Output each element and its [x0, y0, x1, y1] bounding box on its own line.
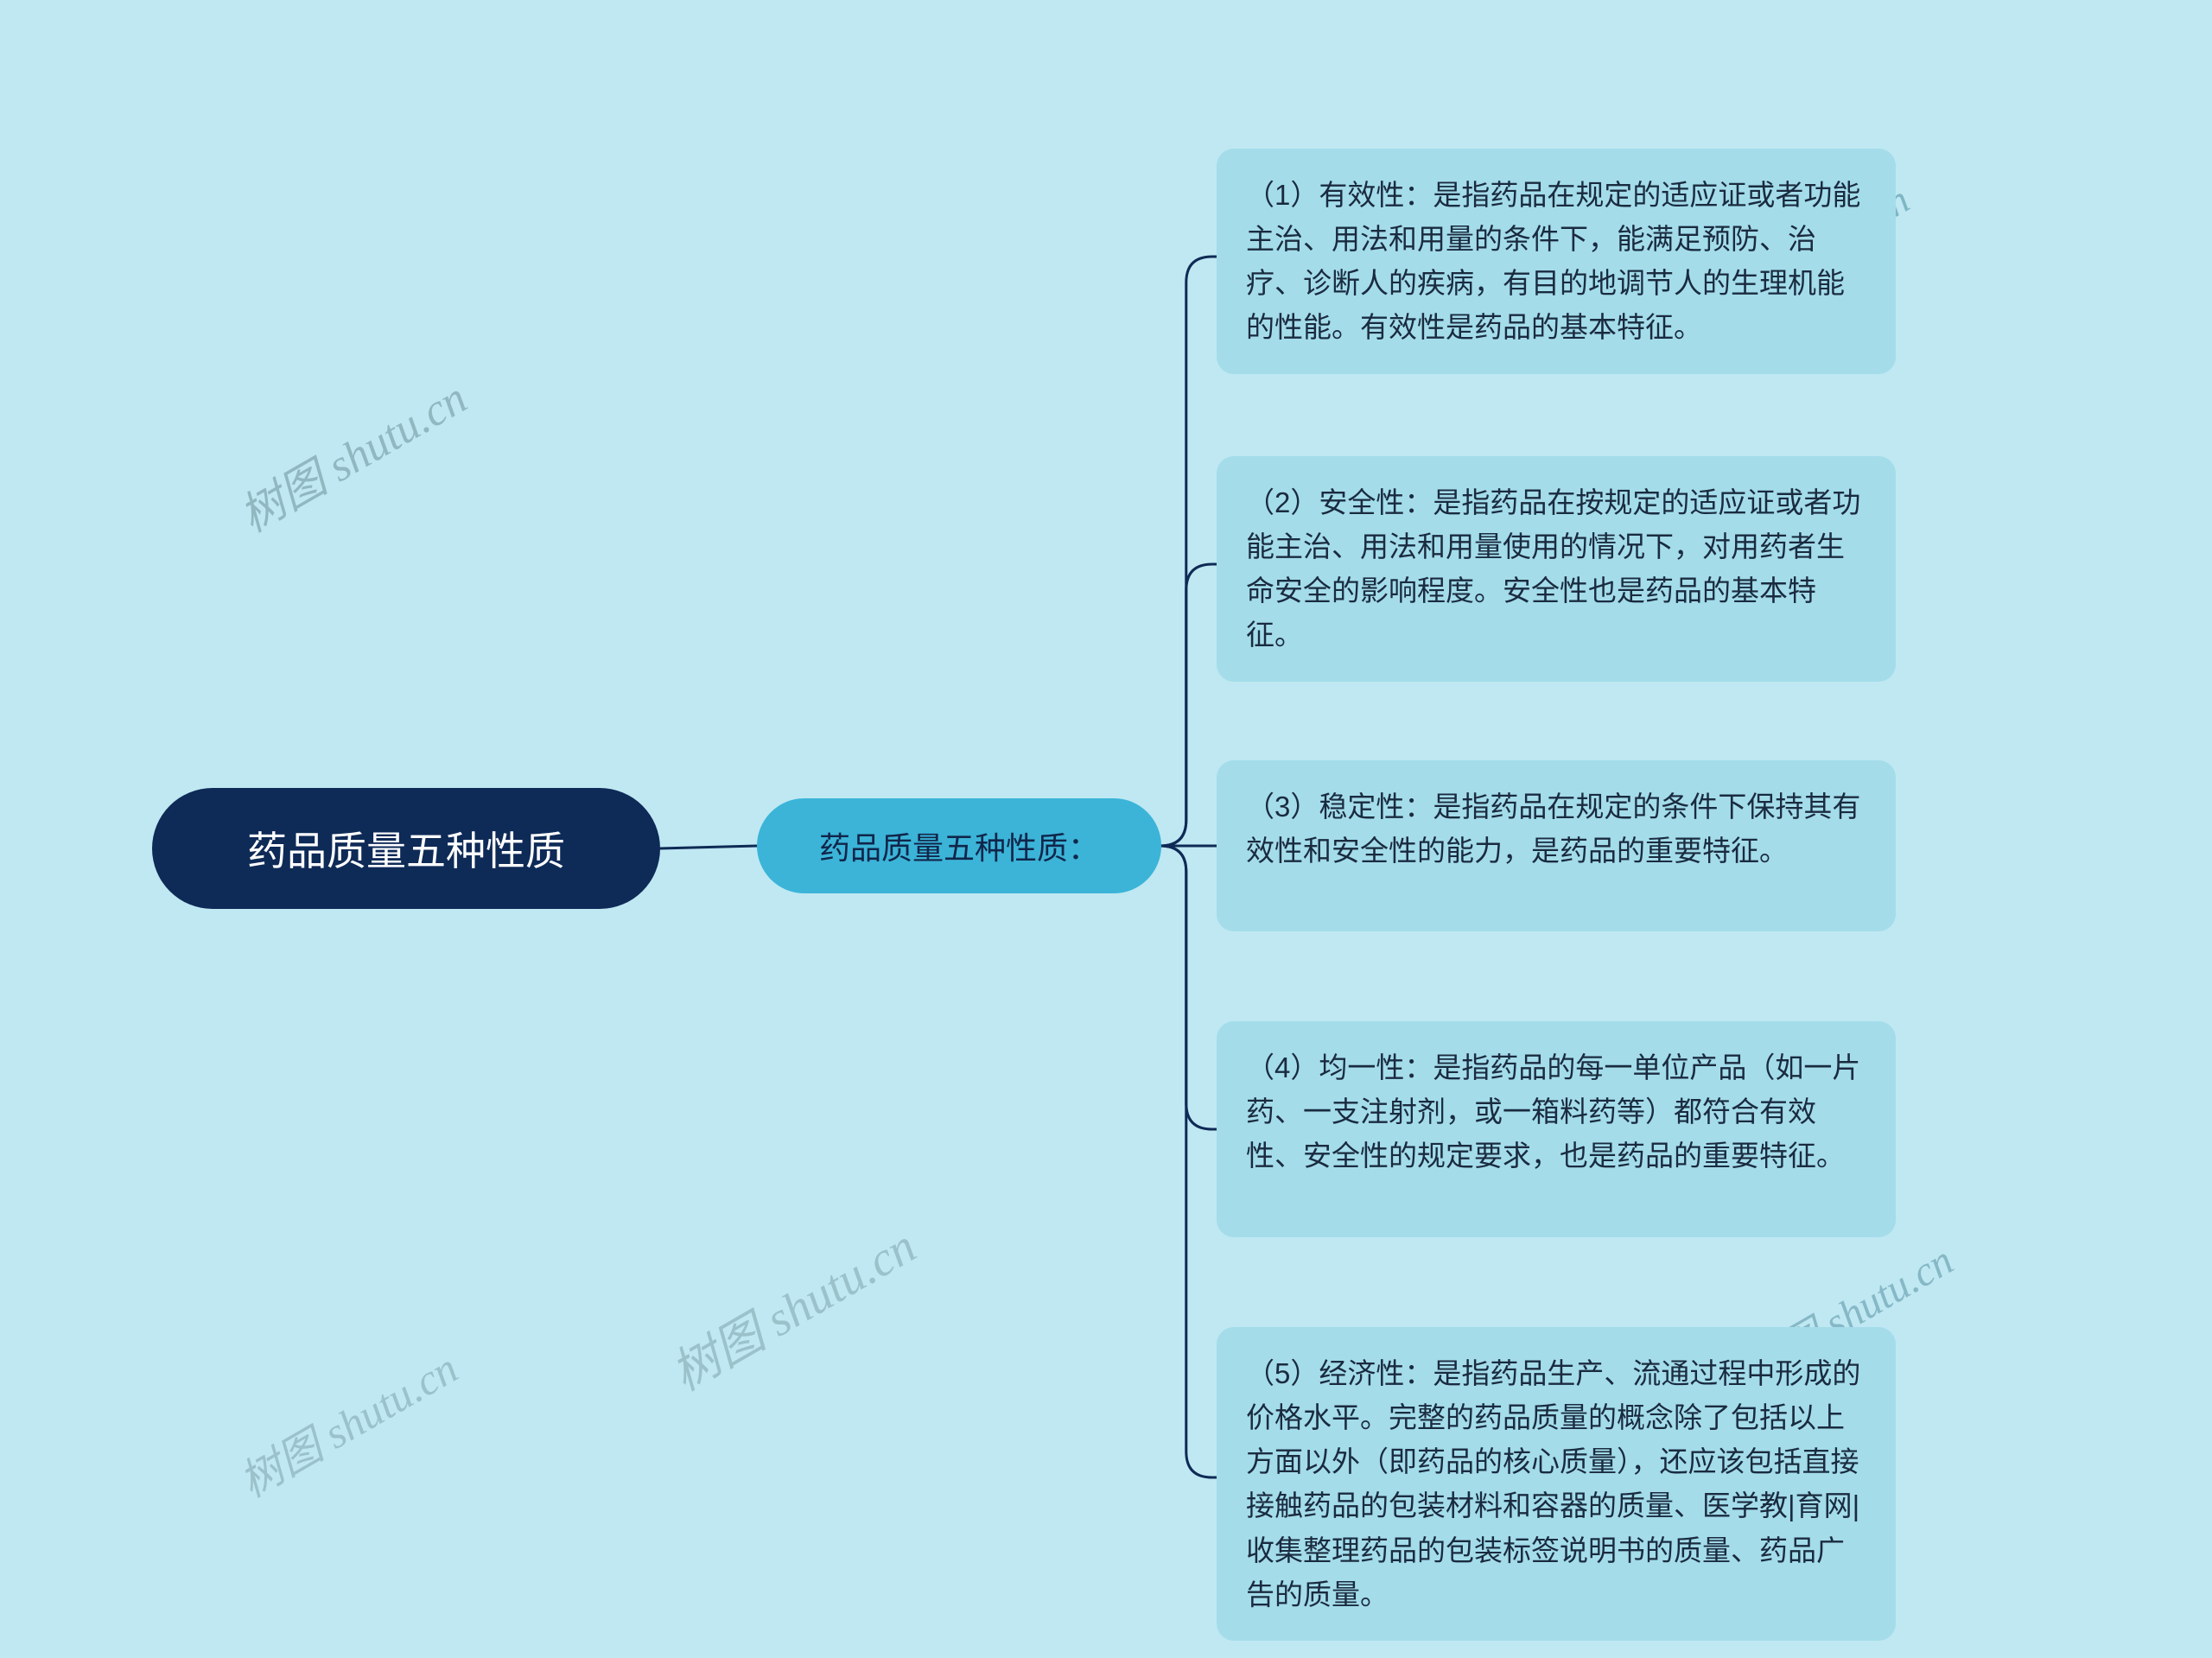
- watermark: 树图 shutu.cn: [226, 362, 476, 544]
- leaf-text: （2）安全性：是指药品在按规定的适应证或者功能主治、用法和用量使用的情况下，对用…: [1246, 480, 1866, 657]
- sub-label: 药品质量五种性质：: [819, 823, 1099, 868]
- leaf-node-4: （4）均一性：是指药品的每一单位产品（如一片药、一支注射剂，或一箱料药等）都符合…: [1217, 1021, 1896, 1237]
- leaf-node-5: （5）经济性：是指药品生产、流通过程中形成的价格水平。完整的药品质量的概念除了包…: [1217, 1327, 1896, 1641]
- leaf-node-3: （3）稳定性：是指药品在规定的条件下保持其有效性和安全性的能力，是药品的重要特征…: [1217, 760, 1896, 931]
- mindmap-canvas: 树图 shutu.cn 树图 shutu.cn 树图 shutu.cn 树图 s…: [0, 0, 2212, 1658]
- leaf-text: （1）有效性：是指药品在规定的适应证或者功能主治、用法和用量的条件下，能满足预防…: [1246, 173, 1866, 350]
- root-label: 药品质量五种性质: [247, 820, 565, 877]
- leaf-node-1: （1）有效性：是指药品在规定的适应证或者功能主治、用法和用量的条件下，能满足预防…: [1217, 149, 1896, 374]
- leaf-text: （4）均一性：是指药品的每一单位产品（如一片药、一支注射剂，或一箱料药等）都符合…: [1246, 1045, 1866, 1178]
- root-node: 药品质量五种性质: [152, 788, 660, 909]
- sub-node: 药品质量五种性质：: [757, 798, 1161, 893]
- leaf-node-2: （2）安全性：是指药品在按规定的适应证或者功能主治、用法和用量使用的情况下，对用…: [1217, 456, 1896, 682]
- watermark: 树图 shutu.cn: [226, 1335, 467, 1510]
- leaf-text: （5）经济性：是指药品生产、流通过程中形成的价格水平。完整的药品质量的概念除了包…: [1246, 1351, 1866, 1617]
- watermark: 树图 shutu.cn: [657, 1208, 927, 1404]
- leaf-text: （3）稳定性：是指药品在规定的条件下保持其有效性和安全性的能力，是药品的重要特征…: [1246, 785, 1866, 873]
